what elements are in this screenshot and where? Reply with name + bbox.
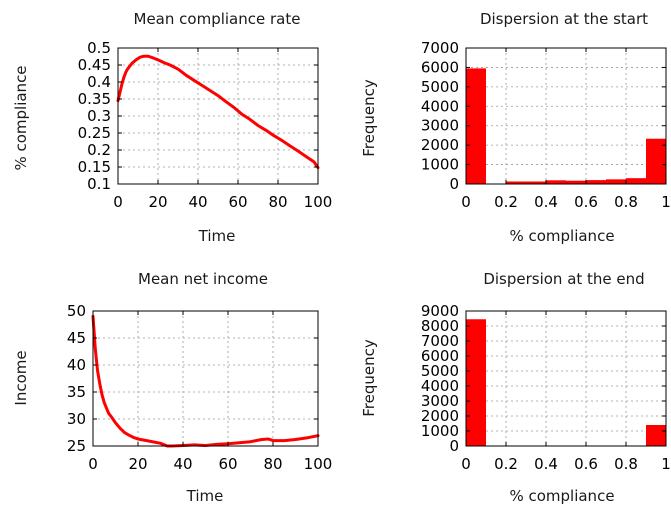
dispersion-start-y-tick-label: 7000 [421, 39, 459, 57]
compliance-rate-x-tick-label: 20 [148, 193, 167, 211]
net-income-y-tick-label: 30 [67, 410, 86, 428]
panel-compliance-rate: Mean compliance rate % compliance Time 0… [12, 10, 332, 245]
chart-title-dispersion-start: Dispersion at the start [480, 10, 648, 28]
net-income-x-tick-label: 100 [304, 455, 333, 473]
dispersion-start-axes-frame [465, 47, 667, 185]
dispersion-start-x-tick-label: 0.4 [534, 193, 558, 211]
plot-area-compliance-rate: 0 20 40 60 80 100 0.10.150.20.250.30.350.40.45… [78, 39, 333, 211]
dispersion-start-x-tick-label: 0 [461, 193, 471, 211]
y-axis-label-net-income: Income [12, 350, 30, 405]
net-income-y-tick-label: 40 [67, 356, 86, 374]
dispersion-start-x-tick-label: 0.8 [614, 193, 638, 211]
dispersion-end-x-tick-label: 0.2 [494, 455, 518, 473]
dispersion-end-y-tick-label: 9000 [421, 302, 459, 320]
compliance-rate-y-tick-label: 0.2 [87, 141, 111, 159]
dispersion-start-histogram-bar [606, 179, 626, 184]
dispersion-end-axes-frame [465, 310, 667, 447]
compliance-rate-series-line [116, 54, 320, 170]
plot-area-dispersion-end: 0 0.2 0.4 0.6 0.8 1 01000200030004000500060007… [421, 302, 671, 473]
dispersion-start-x-tick-label: 1 [661, 193, 671, 211]
dispersion-start-histogram-bar [526, 181, 546, 184]
compliance-rate-x-tick-label: 100 [304, 193, 333, 211]
dispersion-start-x-tick-label: 0.6 [574, 193, 598, 211]
compliance-rate-y-tick-label: 0.1 [87, 175, 111, 193]
dispersion-end-y-tick-label: 4000 [421, 377, 459, 395]
chart-title-compliance-rate: Mean compliance rate [134, 10, 301, 28]
net-income-x-tick-label: 80 [263, 455, 282, 473]
panel-dispersion-start: Dispersion at the start Frequency % comp… [360, 10, 671, 245]
dispersion-end-y-tick-label: 7000 [421, 332, 459, 350]
compliance-rate-y-tick-label: 0.25 [78, 124, 111, 142]
compliance-rate-y-tick-label: 0.45 [78, 56, 111, 74]
x-axis-label-dispersion-end: % compliance [509, 487, 614, 505]
dispersion-start-y-tick-label: 5000 [421, 78, 459, 96]
dispersion-end-y-tick-label: 0 [449, 437, 459, 455]
net-income-x-tick-label: 40 [173, 455, 192, 473]
y-axis-label-dispersion-start: Frequency [360, 79, 378, 157]
dispersion-end-x-tick-label: 0.6 [574, 455, 598, 473]
dispersion-start-histogram-bar [626, 178, 646, 184]
compliance-rate-y-tick-label: 0.15 [78, 158, 111, 176]
dispersion-start-y-tick-label: 3000 [421, 117, 459, 135]
dispersion-start-y-tick-label: 1000 [421, 156, 459, 174]
dispersion-start-histogram-bar [466, 68, 486, 184]
compliance-rate-x-tick-label: 60 [228, 193, 247, 211]
compliance-rate-x-tick-label: 0 [113, 193, 123, 211]
dispersion-end-y-tick-label: 2000 [421, 407, 459, 425]
net-income-y-tick-label: 35 [67, 383, 86, 401]
dispersion-start-y-tick-label: 4000 [421, 97, 459, 115]
dispersion-start-histogram-bar [506, 181, 526, 184]
x-axis-label-net-income: Time [186, 487, 224, 505]
dispersion-start-x-tick-label: 0.2 [494, 193, 518, 211]
compliance-rate-y-tick-label: 0.5 [87, 39, 111, 57]
y-axis-label-compliance-rate: % compliance [12, 65, 30, 170]
dispersion-end-histogram-bar [466, 319, 486, 446]
net-income-y-tick-label: 25 [67, 437, 86, 455]
dispersion-end-x-tick-label: 1 [661, 455, 671, 473]
compliance-rate-x-tick-label: 80 [268, 193, 287, 211]
x-axis-label-dispersion-start: % compliance [509, 227, 614, 245]
dispersion-end-x-tick-label: 0.4 [534, 455, 558, 473]
net-income-x-tick-label: 20 [128, 455, 147, 473]
net-income-x-tick-label: 60 [218, 455, 237, 473]
panel-net-income: Mean net income Income Time 0 20 40 60 80 100… [12, 270, 332, 505]
net-income-y-tick-label: 50 [67, 302, 86, 320]
dispersion-start-histogram-bar [646, 138, 666, 184]
dispersion-end-x-tick-label: 0 [461, 455, 471, 473]
dispersion-end-y-tick-label: 1000 [421, 422, 459, 440]
y-axis-label-dispersion-end: Frequency [360, 339, 378, 417]
dispersion-end-y-tick-label: 6000 [421, 347, 459, 365]
net-income-x-tick-label: 0 [88, 455, 98, 473]
dispersion-end-y-tick-label: 8000 [421, 317, 459, 335]
dispersion-start-y-tick-label: 0 [449, 175, 459, 193]
net-income-axes-frame [92, 310, 319, 447]
chart-title-net-income: Mean net income [138, 270, 268, 288]
compliance-rate-x-tick-label: 40 [188, 193, 207, 211]
dispersion-end-x-tick-label: 0.8 [614, 455, 638, 473]
net-income-series-line [91, 314, 320, 448]
dispersion-start-histogram-bar [586, 180, 606, 184]
compliance-rate-y-tick-label: 0.4 [87, 73, 111, 91]
chart-title-dispersion-end: Dispersion at the end [483, 270, 644, 288]
dispersion-start-histogram-bar [566, 180, 586, 184]
dispersion-start-y-tick-label: 6000 [421, 58, 459, 76]
dispersion-end-y-tick-label: 5000 [421, 362, 459, 380]
panel-dispersion-end: Dispersion at the end Frequency % compli… [360, 270, 671, 505]
dispersion-end-histogram-bar [646, 425, 666, 446]
net-income-y-tick-label: 45 [67, 329, 86, 347]
compliance-rate-y-tick-label: 0.35 [78, 90, 111, 108]
plot-area-net-income: 0 20 40 60 80 100 25 30 35 40 45 50 [67, 302, 332, 473]
dispersion-end-y-tick-label: 3000 [421, 392, 459, 410]
dispersion-start-histogram-bar [546, 180, 566, 184]
x-axis-label-compliance-rate: Time [198, 227, 236, 245]
dispersion-start-y-tick-label: 2000 [421, 136, 459, 154]
compliance-rate-y-tick-label: 0.3 [87, 107, 111, 125]
plot-area-dispersion-start: 0 0.2 0.4 0.6 0.8 101000200030004000500060007… [421, 39, 671, 211]
